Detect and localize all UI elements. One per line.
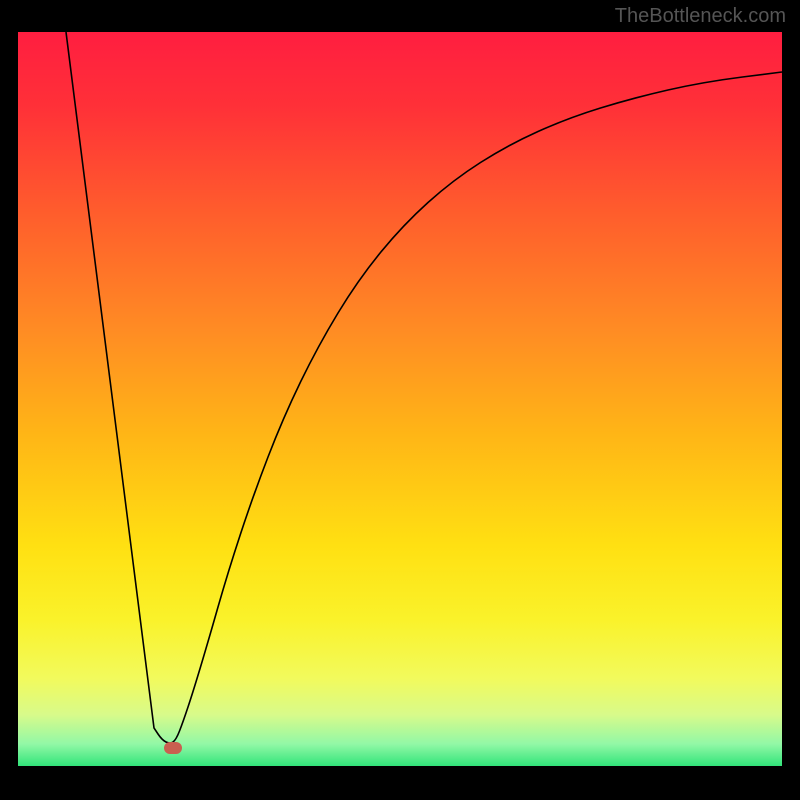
minimum-marker <box>164 742 182 754</box>
chart-frame <box>18 32 782 766</box>
bottleneck-curve <box>18 32 782 766</box>
watermark: TheBottleneck.com <box>615 5 786 28</box>
